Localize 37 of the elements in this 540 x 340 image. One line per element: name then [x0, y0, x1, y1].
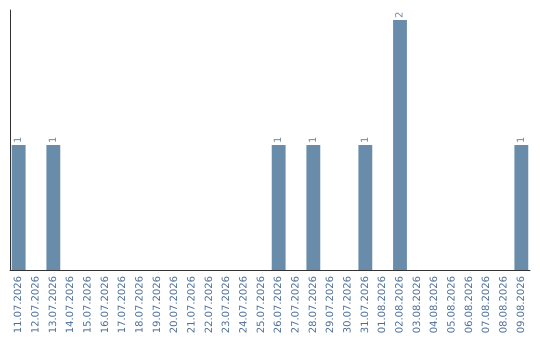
x-tick-label: 30.07.2026	[342, 276, 354, 334]
x-tick-label: 20.07.2026	[169, 276, 180, 334]
x-tick-label: 01.08.2026	[377, 276, 388, 334]
x-tick-label: 05.08.2026	[446, 276, 458, 334]
data-label: 2	[394, 12, 406, 18]
x-tick-label: 22.07.2026	[204, 276, 215, 334]
x-tick-label: 04.08.2026	[429, 276, 440, 334]
x-tick-label: 07.08.2026	[481, 276, 492, 334]
x-tick-label: 13.07.2026	[48, 276, 59, 334]
x-tick-label: 24.07.2026	[238, 276, 250, 334]
x-tick-label: 29.07.2026	[325, 276, 336, 334]
x-tick-label: 27.07.2026	[290, 276, 302, 334]
data-label: 1	[308, 136, 319, 143]
data-label: 1	[273, 136, 284, 143]
x-tick-label: 16.07.2026	[100, 276, 111, 334]
x-tick-label: 26.07.2026	[273, 276, 284, 334]
x-tick-label: 09.08.2026	[516, 276, 527, 334]
data-label: 1	[516, 136, 527, 143]
x-tick-label: 21.07.2026	[186, 276, 198, 334]
x-tick-label: 31.07.2026	[360, 276, 371, 334]
x-tick-label: 11.07.2026	[13, 276, 24, 334]
x-tick-label: 25.07.2026	[256, 276, 267, 334]
x-tick-label: 17.07.2026	[117, 276, 128, 334]
x-tick-label: 28.07.2026	[308, 276, 319, 334]
x-tick-label: 06.08.2026	[464, 276, 475, 334]
data-label: 1	[13, 136, 24, 143]
x-tick-label: 18.07.2026	[134, 276, 146, 334]
x-tick-label: 14.07.2026	[65, 276, 76, 334]
x-tick-label: 23.07.2026	[221, 276, 232, 334]
x-tick-label: 02.08.2026	[394, 276, 406, 334]
x-tick-label: 08.08.2026	[498, 276, 510, 334]
x-tick-label: 03.08.2026	[412, 276, 423, 334]
x-tick-label: 15.07.2026	[82, 276, 94, 334]
data-label: 1	[360, 136, 371, 143]
x-tick-label: 19.07.2026	[152, 276, 163, 334]
x-tick-label: 12.07.2026	[30, 276, 42, 334]
data-label: 1	[48, 136, 59, 143]
